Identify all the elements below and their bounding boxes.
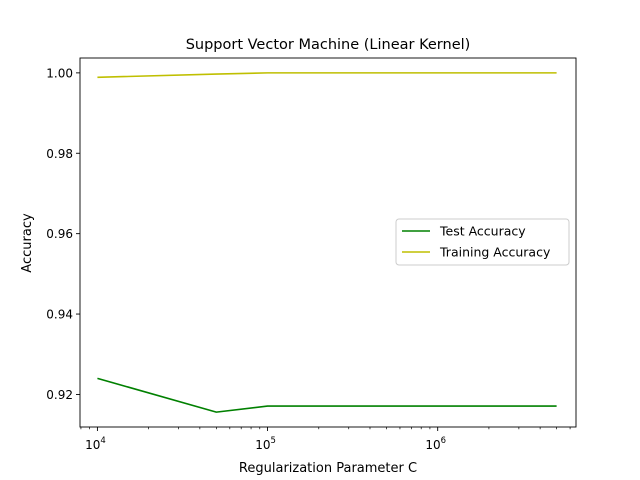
y-tick-label: 0.94 bbox=[46, 308, 73, 322]
axes: 0.92 0.94 0.96 0.98 1.00 104 105 106 bbox=[46, 57, 577, 452]
x-axis-label: Regularization Parameter C bbox=[239, 461, 417, 476]
y-tick-label: 0.98 bbox=[46, 147, 73, 161]
legend-label: Test Accuracy bbox=[439, 224, 526, 239]
x-tick-label: 104 bbox=[85, 436, 106, 452]
series-line-test-accuracy bbox=[97, 377, 557, 413]
legend-label: Training Accuracy bbox=[439, 245, 551, 260]
series-line-training-accuracy bbox=[97, 72, 557, 79]
plot-area bbox=[97, 72, 557, 413]
y-tick-label: 0.96 bbox=[46, 227, 73, 241]
y-tick-label: 1.00 bbox=[46, 66, 73, 80]
x-tick-label: 105 bbox=[255, 436, 276, 452]
x-tick-label: 106 bbox=[425, 436, 446, 452]
y-tick-label: 0.92 bbox=[46, 388, 73, 402]
y-axis-label: Accuracy bbox=[20, 213, 35, 273]
chart-title: Support Vector Machine (Linear Kernel) bbox=[186, 37, 471, 53]
legend-box bbox=[395, 218, 570, 266]
legend: Test Accuracy Training Accuracy bbox=[395, 218, 570, 266]
axes-frame bbox=[79, 57, 577, 428]
